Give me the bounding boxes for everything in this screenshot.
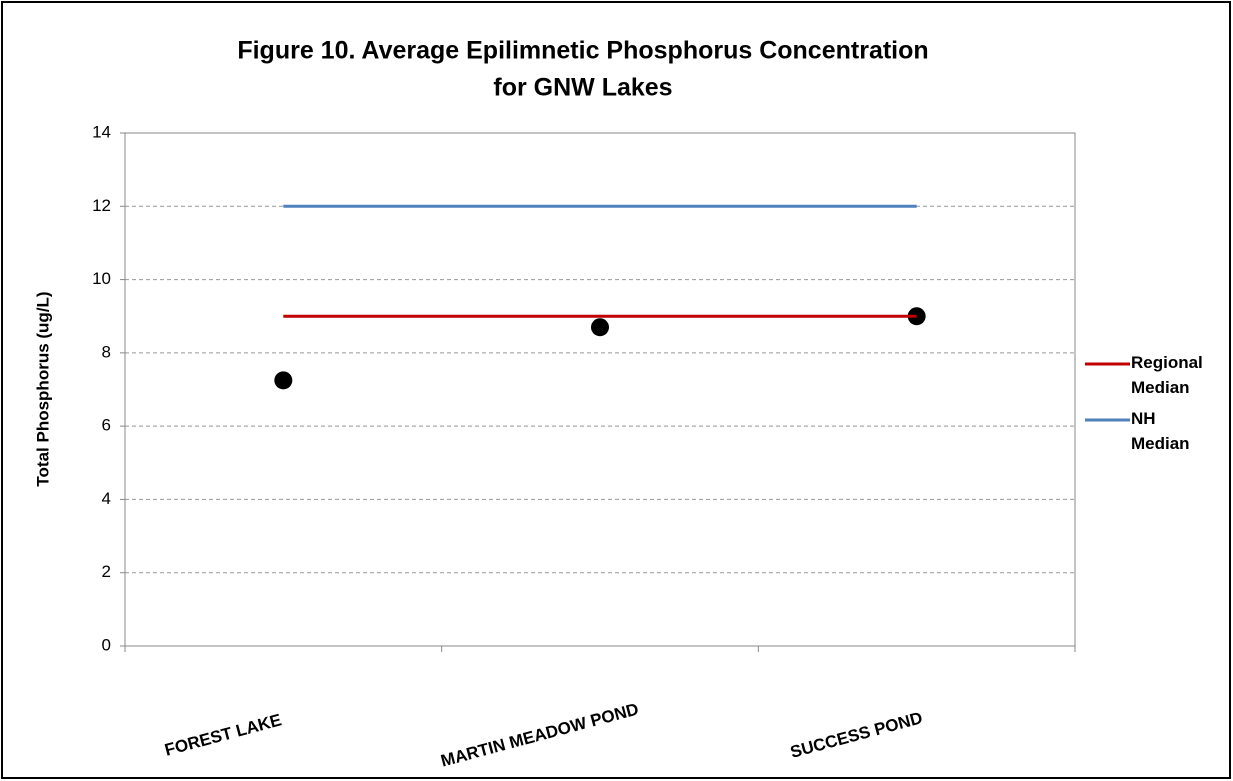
y-tick-label: 10: [92, 269, 111, 288]
y-tick-label: 6: [102, 416, 111, 435]
plot-border: [124, 132, 1076, 647]
legend-label: NH Median: [1131, 409, 1190, 453]
data-point: [591, 318, 609, 337]
y-tick-label: 0: [102, 635, 111, 654]
chart-title: for GNW Lakes: [493, 74, 672, 102]
y-tick-label: 2: [102, 562, 111, 581]
y-tick-label: 8: [102, 342, 111, 361]
y-axis-label: Total Phosphorus (ug/L): [33, 291, 52, 486]
chart-title: Figure 10. Average Epilimnetic Phosphoru…: [237, 37, 928, 65]
data-point: [274, 371, 293, 390]
y-tick-label: 12: [92, 196, 111, 215]
legend-label: Regional Median: [1131, 353, 1203, 397]
y-tick-label: 14: [92, 122, 111, 141]
y-tick-label: 4: [102, 489, 111, 508]
